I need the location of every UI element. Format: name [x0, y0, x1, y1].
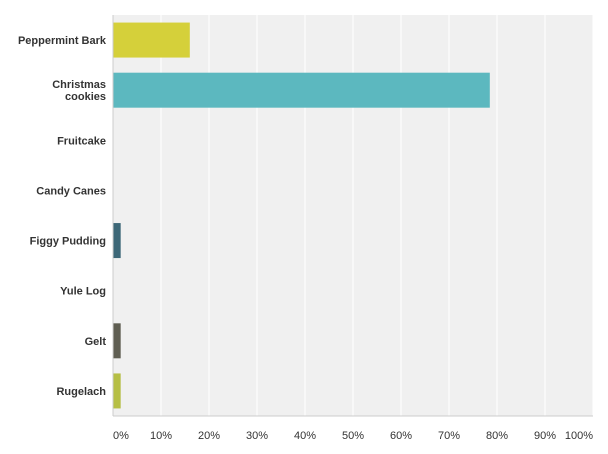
bar	[113, 72, 490, 108]
x-tick-label: 100%	[565, 430, 593, 442]
category-label: Candy Canes	[36, 185, 106, 197]
x-tick-label: 70%	[438, 430, 460, 442]
x-tick-label: 30%	[246, 430, 268, 442]
category-labels: Peppermint Bark Christmas cookies Fruitcake…	[18, 35, 107, 398]
bar	[113, 22, 190, 58]
bar	[113, 323, 121, 359]
x-tick-label: 50%	[342, 430, 364, 442]
x-tick-label: 60%	[390, 430, 412, 442]
category-label: Rugelach	[56, 386, 106, 398]
x-tick-label: 10%	[150, 430, 172, 442]
bar	[113, 223, 121, 259]
category-label: Christmas cookies	[52, 79, 106, 103]
x-tick-label: 20%	[198, 430, 220, 442]
category-label: Fruitcake	[57, 135, 106, 147]
x-tick-label: 0%	[113, 430, 129, 442]
category-label: Peppermint Bark	[18, 35, 107, 47]
x-tick-label: 40%	[294, 430, 316, 442]
x-tick-labels: 0% 10% 20% 30% 40% 50% 60% 70% 80% 90% 100%	[113, 430, 593, 442]
category-label: Yule Log	[60, 286, 106, 298]
bar	[113, 373, 121, 409]
category-label: Gelt	[85, 336, 107, 348]
bars	[113, 22, 490, 409]
x-tick-label: 80%	[486, 430, 508, 442]
x-tick-label: 90%	[534, 430, 556, 442]
category-label: Figgy Pudding	[30, 236, 106, 248]
